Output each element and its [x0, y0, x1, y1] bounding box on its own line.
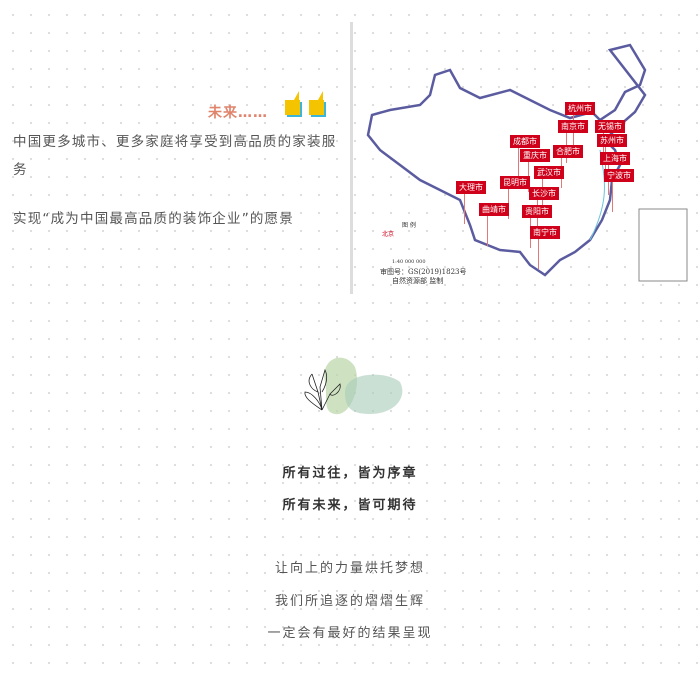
quote-icon: [285, 91, 326, 117]
legend-title: 图 例: [402, 222, 416, 229]
city-label: 南京市: [558, 120, 588, 163]
city-label: 南宁市: [530, 226, 560, 269]
verse-bold-line-1: 所有过往，皆为序章: [282, 466, 418, 481]
city-label: 杭州市: [565, 102, 595, 145]
city-label: 长沙市: [529, 187, 559, 230]
future-heading: 未来……: [208, 105, 268, 121]
city-label: 大理市: [456, 181, 486, 224]
map-scale: 1:40 000 000: [392, 259, 426, 265]
verse-line-1: 让向上的力量烘托梦想: [274, 561, 425, 576]
city-label: 合肥市: [553, 145, 583, 188]
intro-paragraph-2: 实现“成为中国最高品质的装饰企业”的愿景: [13, 211, 294, 227]
city-label: 重庆市: [520, 149, 550, 192]
verse-line-3: 一定会有最好的结果呈现: [267, 626, 433, 641]
city-label: 曲靖市: [479, 203, 509, 246]
city-label: 成都市: [510, 135, 540, 178]
china-map: 杭州市 南京市 无锡市 成都市 苏州市 合肥市 重庆市 上海市 武汉市 宁波市 …: [360, 40, 690, 290]
divider: [350, 22, 353, 294]
map-issuer: 自然资源部 监制: [392, 277, 444, 285]
map-outline: [366, 43, 688, 282]
city-label: 无锡市: [595, 120, 625, 163]
city-label: 宁波市: [604, 169, 634, 212]
verse-bold-line-2: 所有未来，皆可期待: [282, 498, 418, 513]
city-label: 昆明市: [500, 176, 530, 219]
city-label: 武汉市: [534, 166, 564, 209]
leaf-decoration-icon: [304, 357, 403, 415]
map-approval-number: 审图号：GS(2019)1823号: [380, 268, 467, 276]
verse-line-2: 我们所追逐的熠熠生辉: [274, 594, 425, 609]
legend-capital: 北京: [382, 231, 395, 238]
intro-paragraph-1: 中国更多城市、更多家庭将享受到高品质的家装服务: [13, 134, 337, 178]
city-label: 贵阳市: [522, 205, 552, 248]
city-label: 上海市: [600, 152, 630, 195]
city-label: 苏州市: [597, 134, 627, 177]
